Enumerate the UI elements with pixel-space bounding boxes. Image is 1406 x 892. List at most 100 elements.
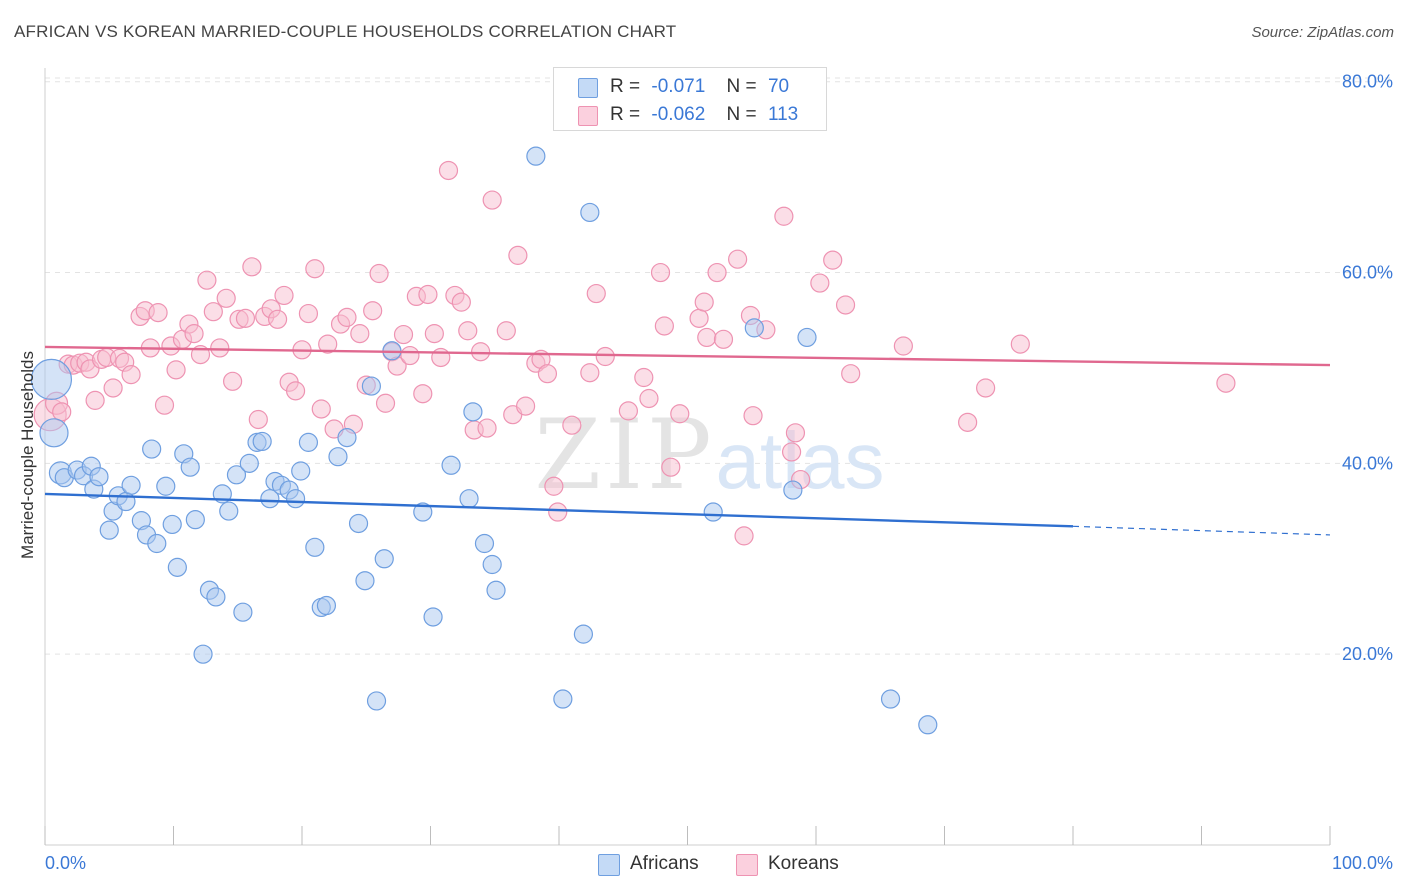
korean-point bbox=[375, 393, 396, 413]
korean-point bbox=[774, 206, 794, 226]
african-point bbox=[219, 501, 239, 521]
african-point bbox=[99, 520, 119, 540]
korean-point bbox=[148, 303, 168, 323]
african-point bbox=[361, 376, 381, 396]
african-point bbox=[474, 533, 495, 554]
korean-point bbox=[369, 263, 389, 284]
african-point bbox=[337, 428, 357, 448]
korean-point bbox=[400, 345, 420, 366]
korean-point bbox=[734, 526, 754, 546]
korean-point bbox=[203, 302, 223, 322]
african-point bbox=[180, 457, 200, 477]
axes bbox=[44, 68, 1331, 846]
korean-point bbox=[785, 423, 806, 443]
y-tick-label: 20.0% bbox=[1342, 644, 1393, 664]
koreans-points bbox=[33, 160, 1236, 546]
korean-point bbox=[311, 399, 331, 419]
korean-point bbox=[707, 262, 727, 283]
x-tick-label: 0.0% bbox=[45, 853, 86, 873]
korean-point bbox=[537, 364, 558, 384]
watermark: ZIP atlas bbox=[534, 399, 884, 511]
africans-trend-extension bbox=[1072, 525, 1331, 536]
african-point bbox=[260, 489, 280, 509]
korean-point bbox=[810, 273, 830, 293]
african-point bbox=[328, 447, 348, 467]
african-point bbox=[226, 465, 247, 485]
korean-point bbox=[544, 476, 564, 496]
korean-point bbox=[267, 309, 288, 329]
korean-point bbox=[562, 415, 582, 435]
african-point bbox=[797, 327, 817, 348]
tick-labels: 20.0% 40.0% 60.0% 80.0% 0.0% 100.0% bbox=[45, 72, 1393, 873]
african-point bbox=[459, 489, 479, 509]
africans-swatch bbox=[578, 78, 598, 98]
african-point bbox=[880, 689, 901, 709]
african-point bbox=[156, 476, 176, 496]
korean-point bbox=[393, 324, 414, 345]
africans-legend-label: Africans bbox=[630, 853, 699, 874]
african-point bbox=[783, 480, 803, 500]
korean-point bbox=[958, 412, 978, 432]
african-point bbox=[374, 549, 394, 569]
legend-africans-r-value: -0.071 bbox=[651, 76, 706, 97]
korean-point bbox=[52, 402, 72, 422]
african-point bbox=[162, 514, 182, 535]
korean-point bbox=[893, 336, 913, 356]
korean-point bbox=[1010, 334, 1030, 354]
korean-point bbox=[166, 360, 186, 380]
korean-point bbox=[976, 378, 996, 398]
africans-trend-line bbox=[44, 492, 1074, 528]
african-point bbox=[413, 502, 433, 522]
korean-point bbox=[689, 308, 709, 328]
african-point bbox=[918, 715, 938, 735]
korean-point bbox=[184, 324, 204, 344]
korean-point bbox=[350, 324, 370, 344]
korean-point bbox=[318, 334, 338, 354]
legend-koreans-n-value: 113 bbox=[767, 104, 799, 125]
african-point bbox=[89, 467, 109, 487]
korean-point bbox=[438, 160, 459, 181]
korean-point bbox=[274, 285, 294, 306]
korean-point bbox=[661, 457, 681, 477]
korean-point bbox=[477, 418, 497, 438]
korean-point bbox=[223, 371, 243, 391]
african-point bbox=[193, 644, 213, 664]
chart-title: AFRICAN VS KOREAN MARRIED-COUPLE HOUSEHO… bbox=[14, 22, 677, 41]
korean-point bbox=[823, 250, 843, 270]
legend: R = -0.071 N = 70 R = -0.062 N = 113 bbox=[553, 67, 827, 131]
korean-point bbox=[424, 324, 444, 344]
korean-point bbox=[431, 347, 451, 368]
african-point bbox=[30, 358, 73, 401]
korean-point bbox=[451, 292, 471, 312]
korean-point bbox=[1216, 373, 1236, 393]
african-point bbox=[147, 533, 167, 554]
korean-point bbox=[363, 301, 383, 321]
african-point bbox=[744, 318, 764, 338]
korean-point bbox=[305, 259, 325, 279]
korean-point bbox=[781, 442, 802, 462]
korean-point bbox=[694, 292, 714, 312]
trend-lines bbox=[44, 345, 1331, 536]
korean-point bbox=[458, 321, 478, 341]
african-point bbox=[703, 502, 723, 522]
african-point bbox=[526, 146, 546, 166]
korean-point bbox=[618, 401, 638, 421]
korean-point bbox=[595, 346, 615, 367]
african-point bbox=[298, 432, 319, 452]
korean-point bbox=[580, 363, 600, 383]
legend-africans-n-label: N = bbox=[726, 76, 757, 97]
korean-point bbox=[121, 365, 141, 385]
african-point bbox=[463, 402, 483, 422]
korean-point bbox=[639, 388, 659, 409]
korean-point bbox=[337, 307, 357, 327]
african-point bbox=[305, 537, 325, 557]
african-point bbox=[423, 607, 443, 627]
african-point bbox=[185, 510, 205, 530]
korean-point bbox=[210, 338, 230, 358]
african-point bbox=[482, 554, 502, 575]
legend-koreans-r-label: R = bbox=[610, 104, 641, 125]
korean-point bbox=[743, 406, 763, 426]
legend-africans-n-value: 70 bbox=[767, 76, 790, 97]
african-point bbox=[366, 691, 387, 711]
korean-point bbox=[197, 270, 217, 290]
